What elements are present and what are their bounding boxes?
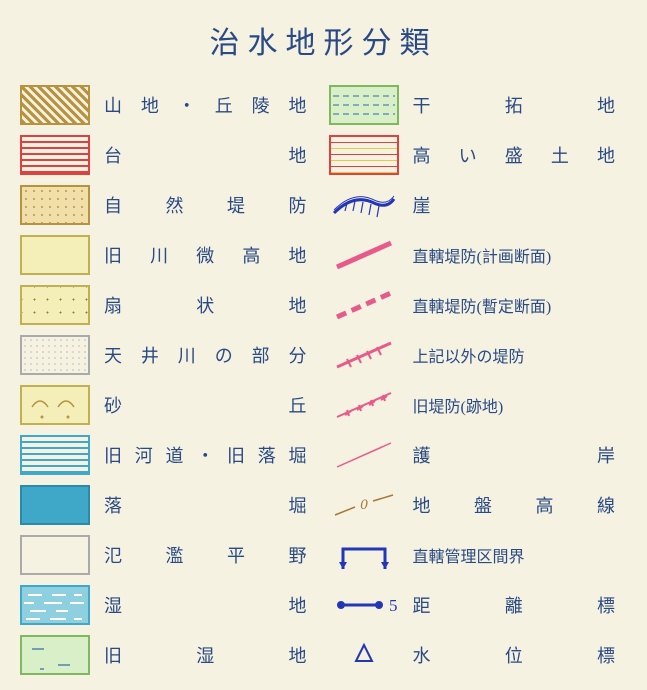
legend-row: 旧河道・旧落堀 (20, 430, 319, 480)
swatch-icon (20, 635, 90, 675)
kukankai-icon (329, 535, 399, 575)
legend-row: 旧堤防(跡地) (329, 380, 628, 430)
swatch-icon (20, 185, 90, 225)
kyori-icon: 5 (329, 585, 399, 625)
chokkatsu_zantei-icon (329, 285, 399, 325)
legend-row: 天井川の部分 (20, 330, 319, 380)
legend-label: 崖 (413, 192, 628, 218)
chokkatsu_keikaku-icon (329, 235, 399, 275)
legend-row: 旧 湿 地 (20, 630, 319, 680)
swatch-icon (329, 135, 399, 175)
legend-columns: 山地・丘陵地台 地自 然 堤 防旧川微高地扇 状 地天井川の部分 砂 丘旧河道・… (20, 80, 627, 680)
legend-label: 距 離 標 (413, 592, 628, 618)
legend-row: 直轄管理区間界 (329, 530, 628, 580)
legend-row: 旧川微高地 (20, 230, 319, 280)
legend-right-column: 干 拓 地高い盛土地 崖直轄堤防(計画断面) 直轄堤防(暫定断面) 上記以外の堤防 (329, 80, 628, 680)
jiban-icon: 0 (329, 485, 399, 525)
suii-icon (329, 635, 399, 675)
swatch-icon (20, 235, 90, 275)
legend-row: 砂 丘 (20, 380, 319, 430)
legend-row: 上記以外の堤防 (329, 330, 628, 380)
legend-row: 氾 濫 平 野 (20, 530, 319, 580)
legend-row: 湿 地 (20, 580, 319, 630)
legend-row: 高い盛土地 (329, 130, 628, 180)
gogan-icon (329, 435, 399, 475)
legend-row: 山地・丘陵地 (20, 80, 319, 130)
swatch-icon (20, 535, 90, 575)
legend-label: 直轄管理区間界 (413, 543, 628, 567)
legend-label: 湿 地 (104, 592, 319, 618)
legend-label: 山地・丘陵地 (104, 92, 319, 118)
legend-row: 崖 (329, 180, 628, 230)
legend-label: 護 岸 (413, 442, 628, 468)
kyu_teibo-icon (329, 385, 399, 425)
legend-label: 旧河道・旧落堀 (104, 442, 319, 468)
legend-label: 扇 状 地 (104, 292, 319, 318)
swatch-icon (20, 485, 90, 525)
gake-icon (329, 185, 399, 225)
legend-row: 水 位 標 (329, 630, 628, 680)
legend-label: 直轄堤防(暫定断面) (413, 293, 628, 317)
swatch-icon (20, 85, 90, 125)
legend-row: 干 拓 地 (329, 80, 628, 130)
legend-label: 天井川の部分 (104, 342, 319, 368)
legend-label: 落 堀 (104, 492, 319, 518)
legend-label: 高い盛土地 (413, 142, 628, 168)
legend-row: 自 然 堤 防 (20, 180, 319, 230)
legend-row: 5 距 離 標 (329, 580, 628, 630)
legend-label: 旧堤防(跡地) (413, 393, 628, 417)
legend-label: 旧 湿 地 (104, 642, 319, 668)
legend-left-column: 山地・丘陵地台 地自 然 堤 防旧川微高地扇 状 地天井川の部分 砂 丘旧河道・… (20, 80, 319, 680)
legend-label: 自 然 堤 防 (104, 192, 319, 218)
swatch-icon (20, 385, 90, 425)
swatch-icon (20, 435, 90, 475)
legend-label: 上記以外の堤防 (413, 343, 628, 367)
svg-text:5: 5 (389, 596, 398, 615)
swatch-icon (20, 135, 90, 175)
other_teibo-icon (329, 335, 399, 375)
page-title: 治水地形分類 (20, 18, 627, 62)
legend-row: 扇 状 地 (20, 280, 319, 330)
legend-row: 0 地盤高線 (329, 480, 628, 530)
legend-label: 水 位 標 (413, 642, 628, 668)
legend-row: 直轄堤防(暫定断面) (329, 280, 628, 330)
swatch-icon (20, 285, 90, 325)
legend-row: 台 地 (20, 130, 319, 180)
swatch-icon (329, 85, 399, 125)
legend-label: 旧川微高地 (104, 242, 319, 268)
swatch-icon (20, 335, 90, 375)
legend-row: 落 堀 (20, 480, 319, 530)
legend-row: 直轄堤防(計画断面) (329, 230, 628, 280)
legend-label: 砂 丘 (104, 392, 319, 418)
legend-label: 地盤高線 (413, 492, 628, 518)
legend-label: 台 地 (104, 142, 319, 168)
svg-text:0: 0 (360, 497, 368, 513)
legend-label: 氾 濫 平 野 (104, 542, 319, 568)
legend-label: 直轄堤防(計画断面) (413, 243, 628, 267)
legend-row: 護 岸 (329, 430, 628, 480)
legend-label: 干 拓 地 (413, 92, 628, 118)
swatch-icon (20, 585, 90, 625)
